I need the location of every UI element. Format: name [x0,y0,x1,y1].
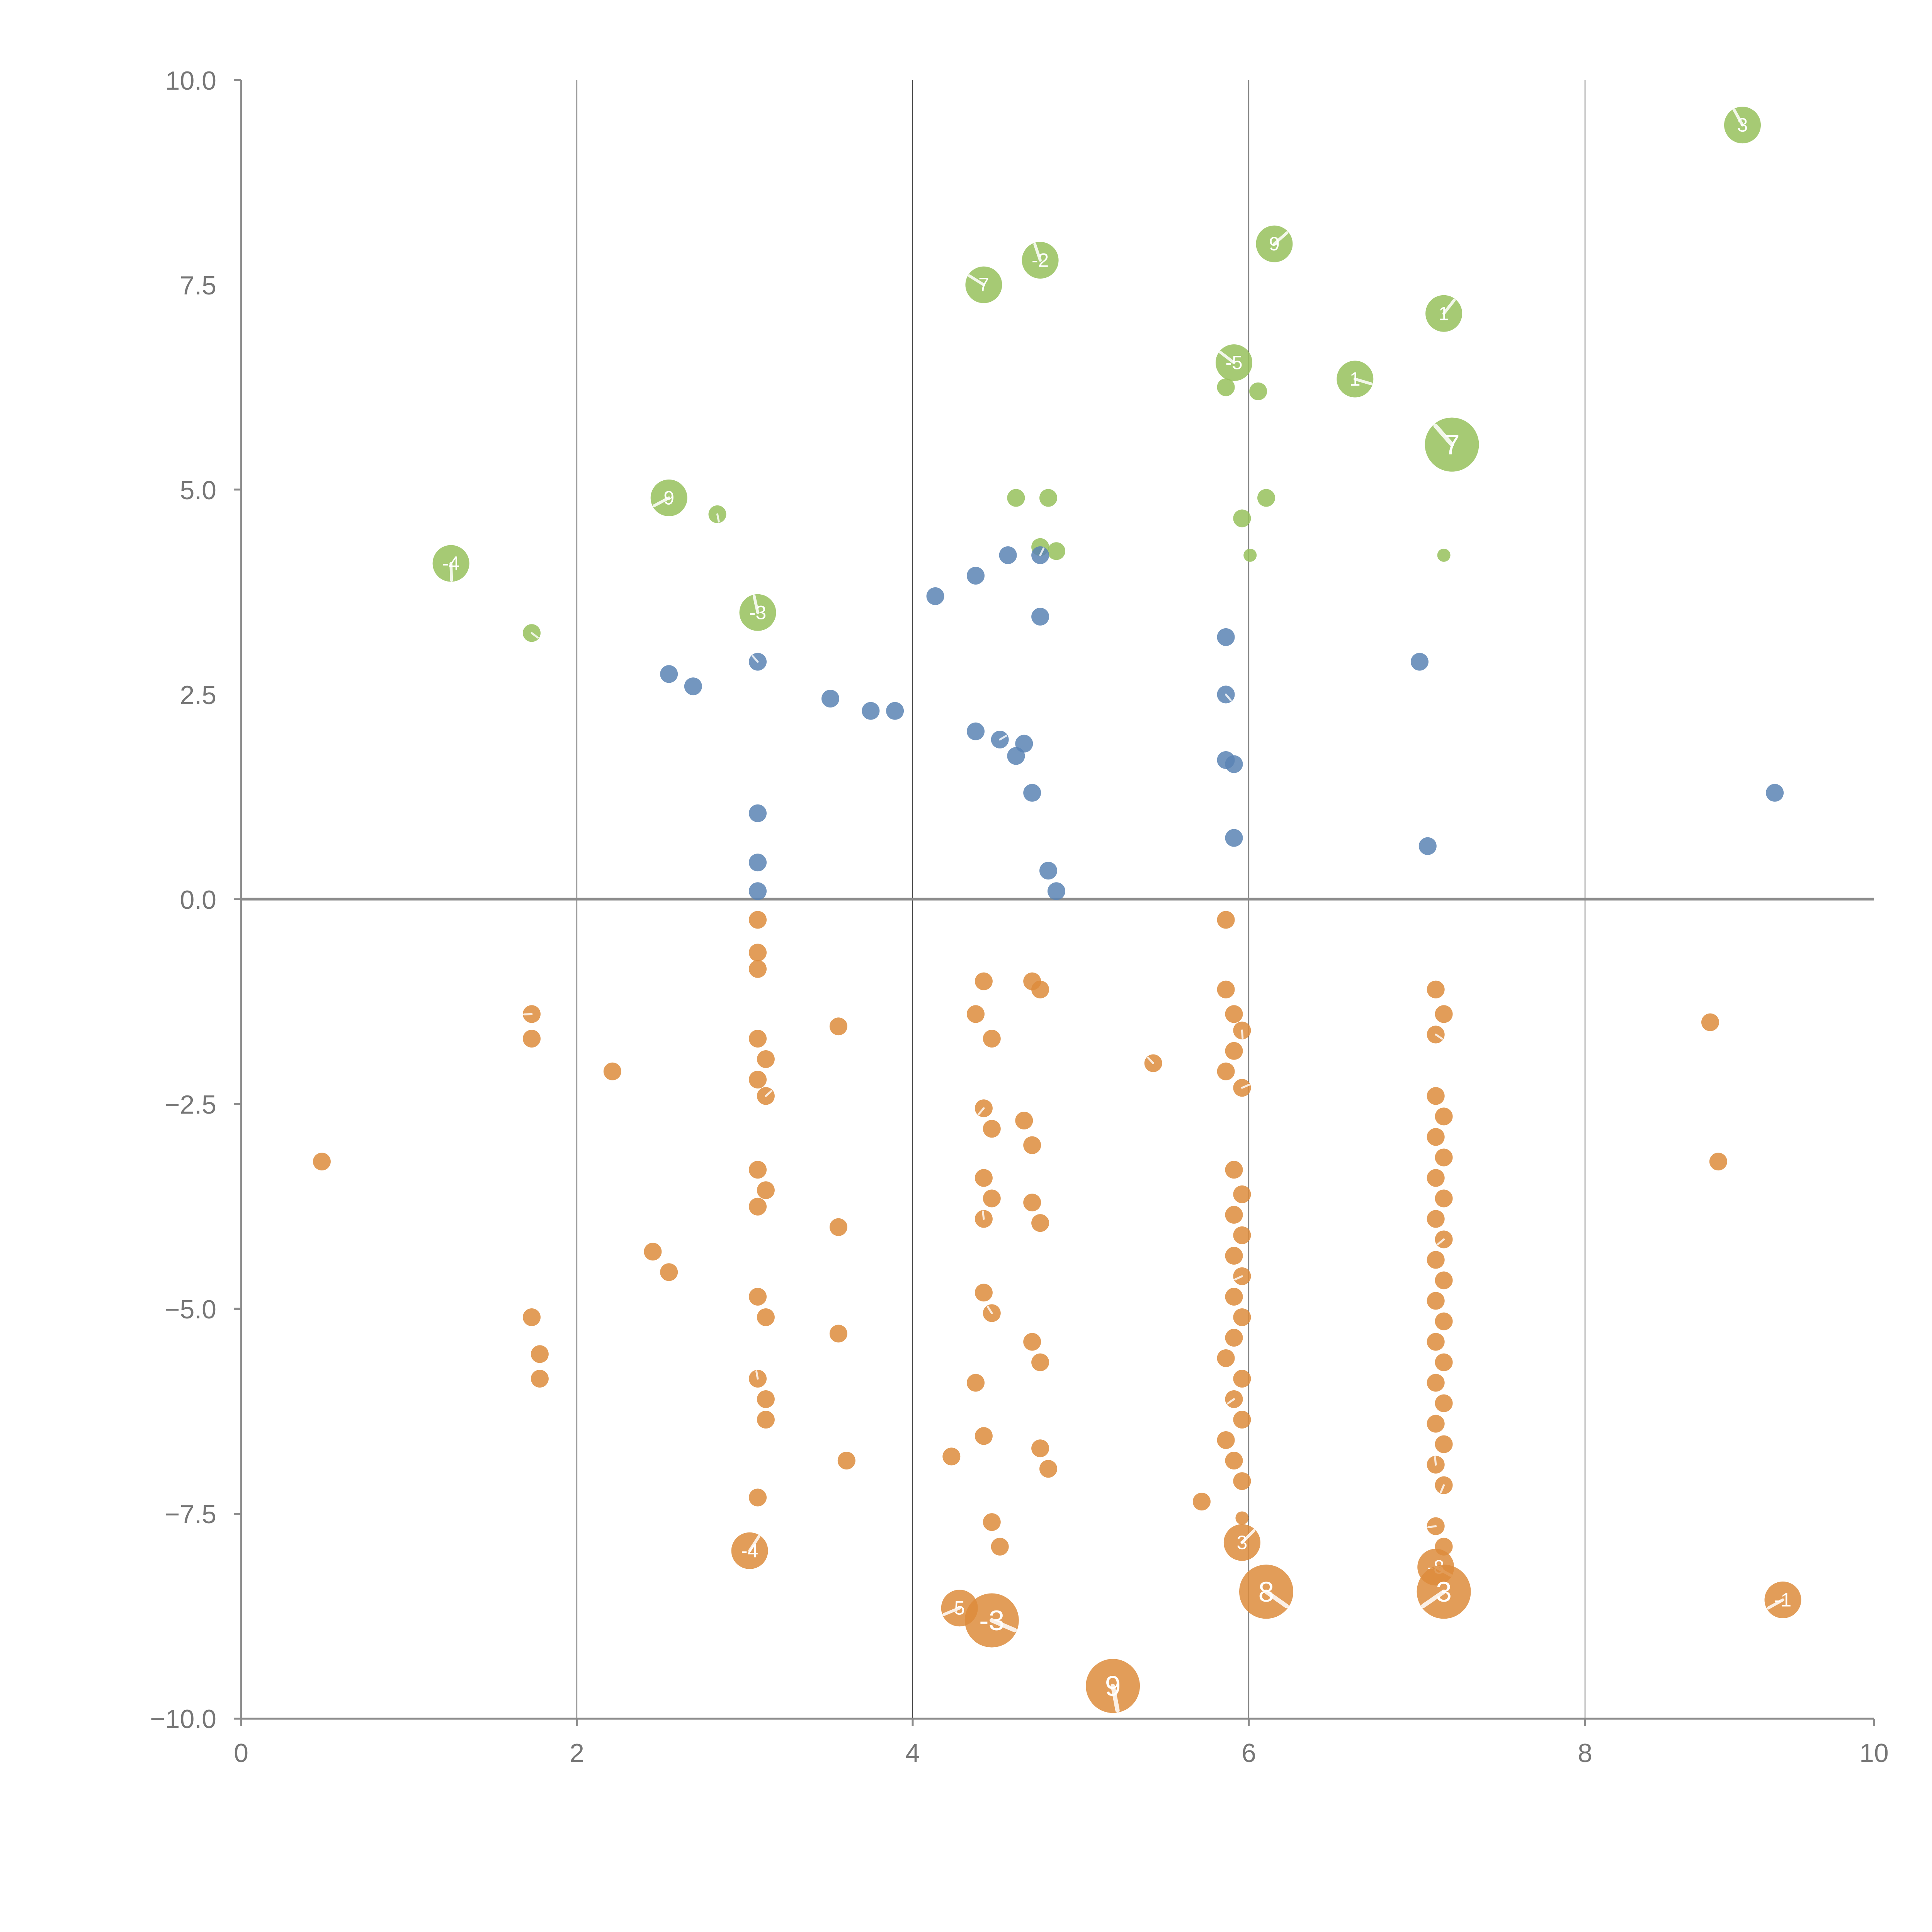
svg-text:10.0: 10.0 [165,66,216,95]
svg-text:7.5: 7.5 [180,271,216,300]
svg-text:5.0: 5.0 [180,476,216,505]
svg-text:10: 10 [1859,1738,1889,1768]
svg-text:2.5: 2.5 [180,680,216,710]
svg-text:0: 0 [234,1738,248,1768]
svg-text:−5.0: −5.0 [165,1295,216,1324]
svg-text:−7.5: −7.5 [165,1500,216,1529]
svg-text:−2.5: −2.5 [165,1090,216,1119]
svg-text:−10.0: −10.0 [150,1704,216,1734]
svg-text:2: 2 [570,1738,584,1768]
svg-text:0.0: 0.0 [180,885,216,915]
svg-text:4: 4 [905,1738,920,1768]
svg-text:6: 6 [1242,1738,1256,1768]
svg-text:8: 8 [1578,1738,1592,1768]
